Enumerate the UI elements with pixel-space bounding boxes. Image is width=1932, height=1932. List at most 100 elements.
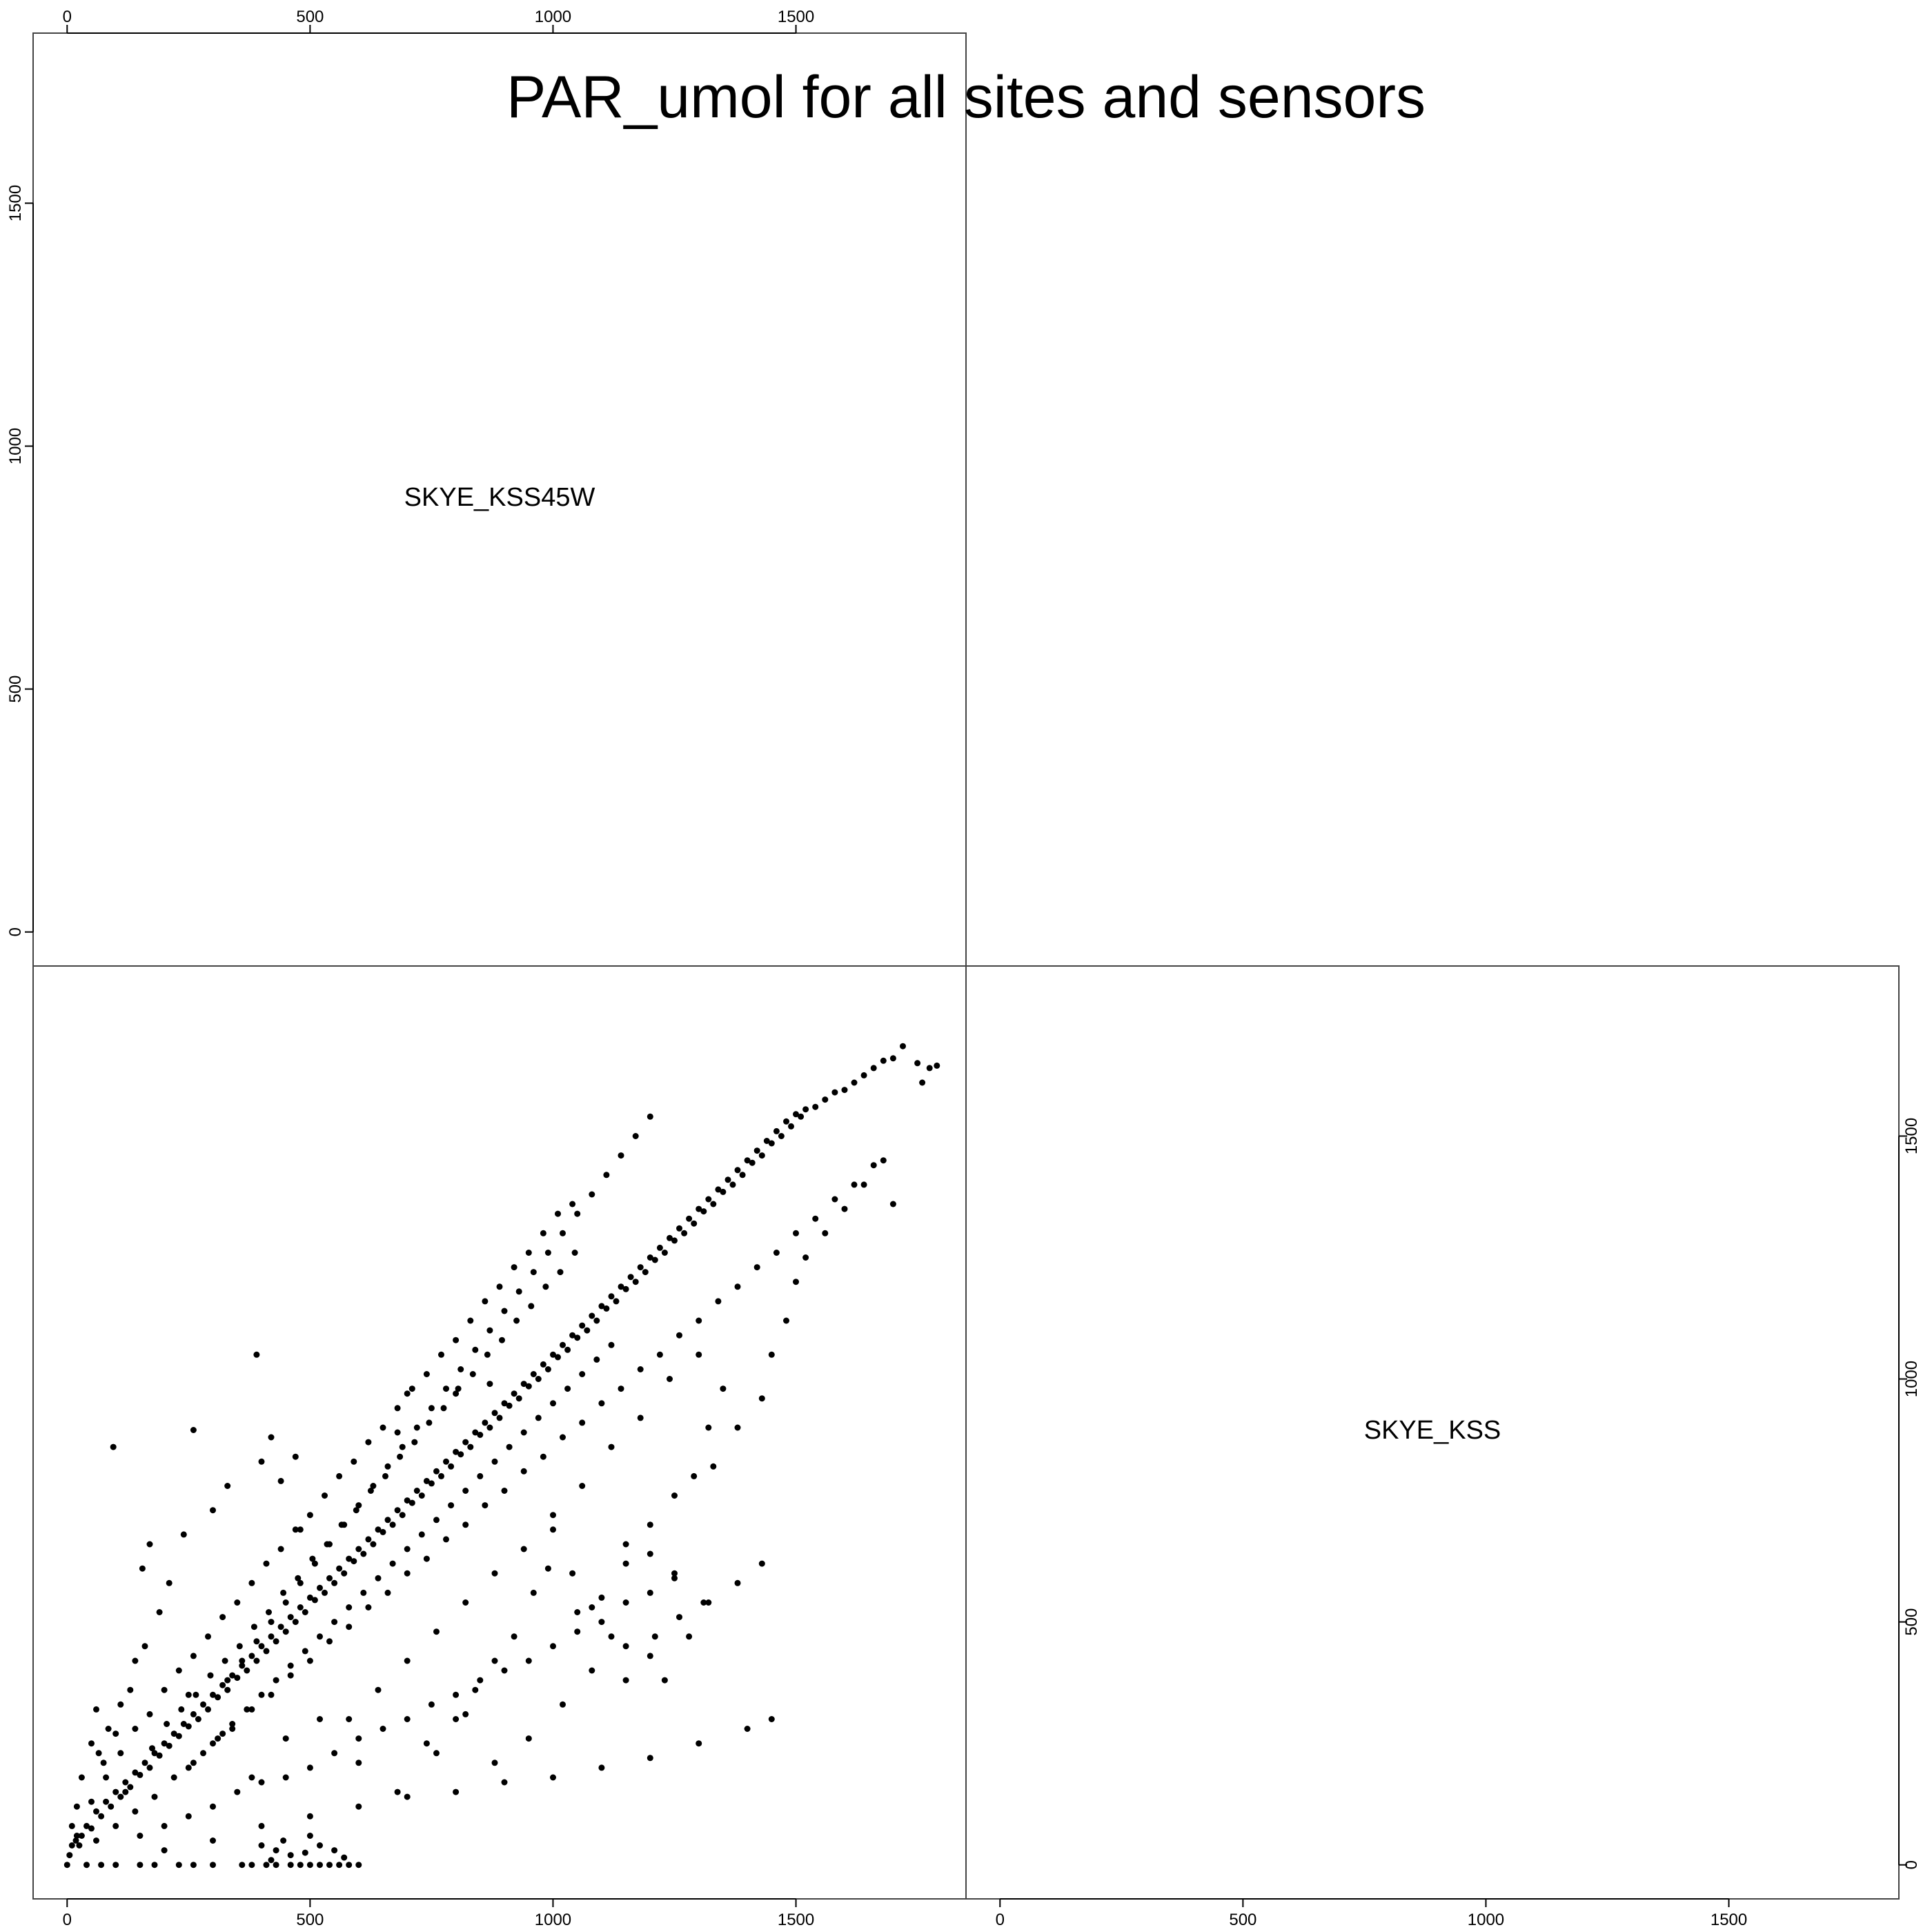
scatter-point — [166, 1742, 172, 1749]
scatter-point — [627, 1274, 634, 1281]
scatter-point — [287, 1852, 294, 1859]
scatter-point — [676, 1332, 682, 1339]
scatter-point — [112, 1822, 119, 1829]
scatter-point — [557, 1269, 564, 1276]
scatter-point — [353, 1507, 359, 1514]
scatter-point — [108, 1803, 115, 1810]
scatter-point — [667, 1234, 673, 1241]
scatter-point — [132, 1726, 139, 1732]
scatter-point — [76, 1842, 83, 1849]
scatter-point — [428, 1480, 435, 1487]
scatter-point — [389, 1560, 396, 1567]
scatter-point — [618, 1152, 624, 1159]
scatter-point — [860, 1181, 867, 1188]
scatter-point — [705, 1424, 712, 1431]
scatter-point — [141, 1759, 148, 1766]
scatter-point — [277, 1546, 284, 1552]
scatter-point — [248, 1706, 255, 1713]
scatter-point — [146, 1541, 153, 1548]
scatter-point — [491, 1570, 498, 1577]
top-x-tick-label: 0 — [63, 8, 72, 26]
scatter-point — [544, 1565, 551, 1572]
scatter-point — [346, 1555, 353, 1562]
scatter-point — [530, 1589, 537, 1596]
scatter-point — [297, 1526, 304, 1533]
scatter-point — [696, 1205, 702, 1212]
diagonal-label-skye-kss45w: SKYE_KSS45W — [404, 483, 595, 512]
scatter-point — [632, 1279, 639, 1285]
scatter-point — [112, 1862, 119, 1869]
scatter-point — [593, 1356, 600, 1363]
scatter-point — [667, 1376, 673, 1382]
scatter-point — [379, 1726, 386, 1732]
scatter-point — [831, 1089, 838, 1096]
scatter-point — [205, 1706, 211, 1713]
scatter-point — [331, 1750, 338, 1757]
scatter-point — [336, 1472, 343, 1479]
scatter-point — [166, 1579, 172, 1586]
scatter-point — [540, 1230, 546, 1236]
scatter-point — [287, 1662, 294, 1669]
scatter-point — [550, 1512, 556, 1519]
scatter-point — [793, 1111, 799, 1118]
scatter-point — [404, 1497, 411, 1504]
scatter-point — [499, 1337, 505, 1343]
bottom-x-tick-label-right: 500 — [1229, 1911, 1256, 1929]
scatter-point — [642, 1269, 649, 1276]
scatter-point — [404, 1390, 411, 1397]
scatter-point — [622, 1285, 629, 1292]
scatter-point — [686, 1215, 693, 1222]
scatter-point — [433, 1468, 440, 1475]
scatter-point — [851, 1079, 858, 1086]
scatter-point — [589, 1604, 595, 1610]
scatter-point — [676, 1225, 682, 1232]
scatter-point — [95, 1750, 102, 1757]
scatter-point — [175, 1862, 182, 1869]
scatter-point — [178, 1706, 185, 1713]
scatter-point — [598, 1619, 605, 1626]
scatter-point — [379, 1424, 386, 1431]
scatter-point — [560, 1230, 566, 1236]
scatter-point — [292, 1619, 299, 1626]
scatter-point — [351, 1558, 357, 1565]
scatter-point — [477, 1677, 484, 1684]
scatter-point — [661, 1677, 668, 1684]
scatter-point — [934, 1062, 940, 1069]
scatter-point — [462, 1599, 469, 1606]
scatter-point — [338, 1521, 345, 1528]
scatter-point — [365, 1536, 372, 1543]
scatter-point — [394, 1507, 401, 1514]
scatter-point — [239, 1862, 246, 1869]
scatter-point — [221, 1657, 228, 1664]
scatter-point — [426, 1419, 433, 1426]
scatter-point — [117, 1701, 124, 1708]
scatter-point — [370, 1483, 377, 1489]
scatter-point — [282, 1735, 289, 1742]
scatter-point — [282, 1774, 289, 1781]
scatter-point — [530, 1269, 537, 1276]
scatter-point — [346, 1716, 353, 1722]
scatter-point — [411, 1439, 418, 1446]
scatter-point — [515, 1288, 522, 1295]
scatter-point — [185, 1691, 192, 1698]
scatter-point — [501, 1488, 508, 1494]
scatter-point — [346, 1604, 353, 1610]
scatter-point — [758, 1152, 765, 1159]
scatter-point — [78, 1774, 85, 1781]
scatter-point — [161, 1847, 168, 1854]
scatter-point — [734, 1283, 741, 1290]
scatter-point — [734, 1167, 741, 1174]
scatter-point — [122, 1788, 129, 1795]
scatter-point — [341, 1854, 348, 1861]
scatter-point — [170, 1774, 177, 1781]
scatter-point — [253, 1351, 260, 1358]
scatter-point — [520, 1381, 527, 1388]
scatter-point — [647, 1653, 653, 1659]
scatter-point — [880, 1057, 887, 1064]
scatter-point — [98, 1862, 105, 1869]
scatter-point — [802, 1106, 809, 1113]
scatter-point — [637, 1414, 644, 1421]
scatter-point — [579, 1322, 586, 1329]
scatter-point — [579, 1483, 586, 1489]
scatter-point — [292, 1526, 299, 1533]
